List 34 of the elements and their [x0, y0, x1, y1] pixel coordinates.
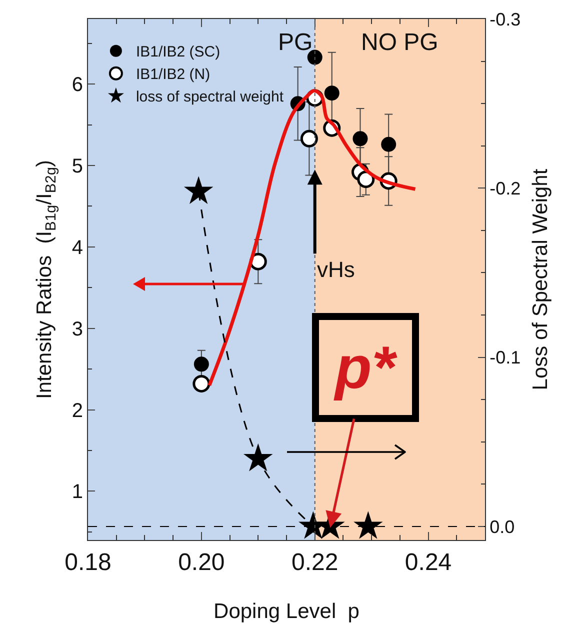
x-tick-label: 0.22	[292, 548, 338, 576]
y-tick-label: 6	[72, 74, 83, 96]
x-tick-label: 0.18	[64, 548, 112, 576]
legend-label: IB1/IB2 (SC)	[136, 44, 220, 61]
x-tick-label: 0.24	[404, 548, 452, 576]
point	[352, 131, 368, 146]
band-label: PG	[278, 29, 313, 56]
band-label: NO PG	[361, 29, 438, 56]
point	[300, 130, 318, 148]
point	[307, 50, 322, 65]
point	[243, 443, 273, 472]
y2-axis-title: Loss of Spectral Weight	[528, 168, 552, 390]
y-tick-label: 1	[72, 481, 83, 504]
point	[381, 136, 396, 152]
annotation: p*	[333, 334, 398, 401]
y-tick-label: 5	[72, 156, 83, 178]
point	[324, 86, 340, 101]
point	[184, 176, 214, 204]
legend-label: IB1/IB2 (N)	[136, 66, 210, 84]
legend-label: loss of spectral weight	[136, 88, 284, 106]
y-tick-label: 2	[72, 400, 83, 422]
point	[354, 511, 383, 539]
y-tick-label: 4	[72, 236, 83, 259]
y-tick-label: 3	[72, 318, 83, 340]
point	[194, 356, 209, 372]
x-tick-label: 0.20	[178, 548, 225, 576]
point	[357, 170, 375, 188]
y2-tick-label: -0.1	[490, 348, 521, 368]
y2-tick-label: -0.2	[490, 178, 521, 198]
y2-tick-label: 0.0	[490, 516, 515, 537]
point	[192, 374, 210, 392]
x-axis-title: Doping Level p	[214, 600, 360, 623]
annotation: vHs	[317, 257, 355, 282]
y2-tick-label: -0.3	[490, 9, 521, 30]
